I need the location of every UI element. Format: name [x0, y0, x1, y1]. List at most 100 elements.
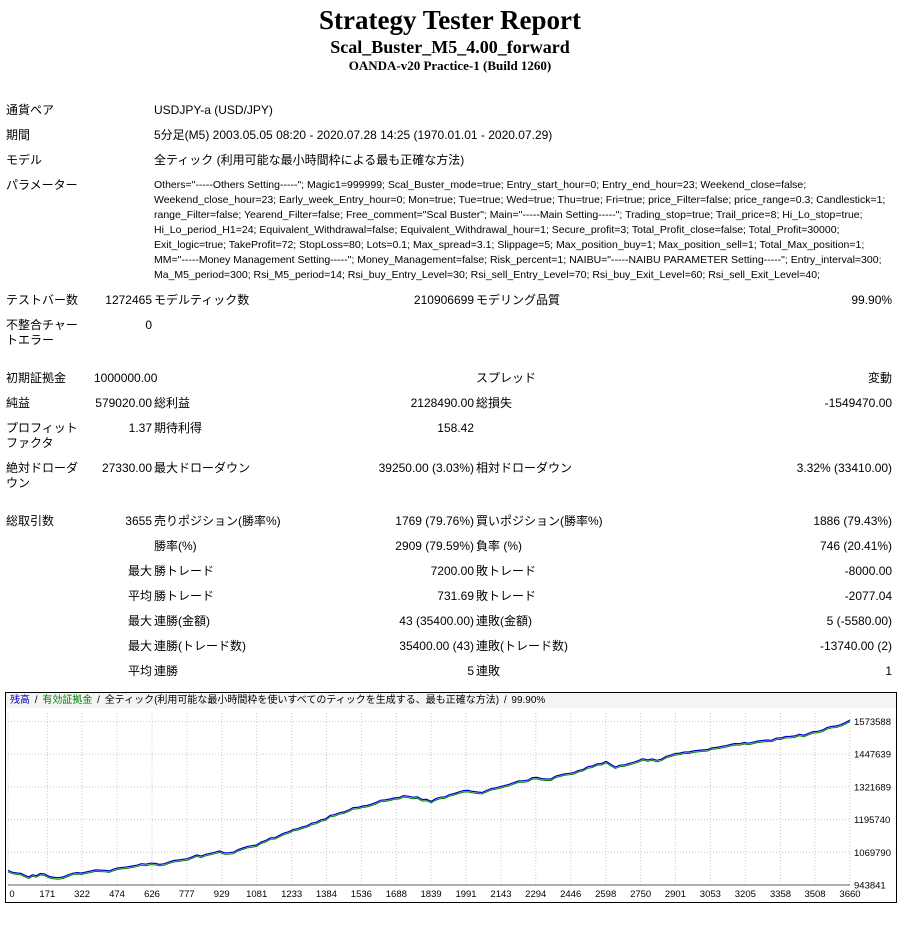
x-tick-label: 3660 [839, 889, 860, 900]
stat-cell: 勝トレード [154, 589, 215, 603]
table-row: 平均 連勝 5 連敗 1 [6, 659, 894, 684]
stats-table: 通貨ペア USDJPY-a (USD/JPY) 期間 5分足(M5) 2003.05.… [6, 98, 894, 684]
x-tick-label: 1991 [455, 889, 476, 900]
stat-cell: 総取引数 [6, 514, 55, 528]
table-row: 最大 連勝(金額) 43 (35400.00) 連敗(金額) 5 (-5580.00) [6, 609, 894, 634]
stat-cell: 絶対ドローダ ウン [6, 461, 79, 490]
stat-cell [6, 534, 94, 559]
stat-cell: 敗トレード [476, 564, 537, 578]
x-tick-label: 2598 [595, 889, 616, 900]
stat-cell: 1769 (79.76%) [395, 514, 474, 528]
y-tick-label: 1069790 [854, 848, 891, 859]
stat-cell: -8000.00 [844, 564, 893, 578]
table-row: 勝率(%) 2909 (79.59%) 負率 (%) 746 (20.41%) [6, 534, 894, 559]
stat-cell [94, 534, 154, 559]
y-tick-label: 1321689 [854, 782, 891, 793]
report-title: Strategy Tester Report [319, 5, 581, 35]
spacer-cell [6, 496, 894, 509]
stat-cell: 1.37 [128, 421, 152, 435]
stat-cell: 5 [467, 664, 474, 678]
table-row: プロフィット ファクタ 1.37 期待利得 158.42 [6, 416, 894, 456]
stat-cell: 2909 (79.59%) [395, 539, 474, 553]
y-tick-label: 943841 [854, 881, 886, 892]
x-tick-label: 474 [109, 889, 125, 900]
stat-cell [94, 98, 154, 123]
chart-model-text: 全ティック(利用可能な最小時間枠を使いすべてのティックを生成する、最も正確な方法… [104, 695, 500, 706]
stat-cell: 売りポジション(勝率%) [154, 514, 281, 528]
y-tick-label: 1447639 [854, 750, 891, 761]
stat-cell: 負率 (%) [476, 539, 522, 553]
stat-cell: 5 (-5580.00) [826, 614, 893, 628]
expert-name: Scal_Buster_M5_4.00_forward [330, 37, 570, 57]
table-row: 初期証拠金 1000000.00 スプレッド 変動 [6, 366, 894, 391]
stat-cell: 初期証拠金 [6, 371, 67, 385]
x-tick-label: 3508 [804, 889, 825, 900]
report-header: Strategy Tester Report Scal_Buster_M5_4.… [0, 0, 900, 74]
stat-cell: 相対ドローダウン [476, 461, 573, 475]
spacer-cell [6, 353, 894, 366]
stat-cell: 1886 (79.43%) [813, 514, 893, 528]
stat-cell: 総利益 [154, 396, 191, 410]
table-row: パラメーター Others="-----Others Setting-----";… [6, 173, 894, 288]
stat-cell: 最大ドローダウン [154, 461, 251, 475]
stat-cell [154, 313, 894, 353]
caption-separator: / [97, 695, 100, 706]
stats-table-body: 通貨ペア USDJPY-a (USD/JPY) 期間 5分足(M5) 2003.05.… [6, 98, 894, 684]
table-row: 通貨ペア USDJPY-a (USD/JPY) [6, 98, 894, 123]
stat-cell [6, 609, 94, 634]
caption-separator: / [503, 695, 507, 706]
table-row: 最大 連勝(トレード数) 35400.00 (43) 連敗(トレード数) -13740.… [6, 634, 894, 659]
stat-cell: 158.42 [437, 421, 474, 435]
x-tick-label: 2901 [665, 889, 686, 900]
table-row: テストバー数 1272465 モデルティック数 210906699 モデリング品質 99.… [6, 288, 894, 313]
x-tick-label: 1384 [316, 889, 337, 900]
x-tick-label: 2143 [490, 889, 511, 900]
stat-cell: 敗トレード [476, 589, 537, 603]
x-tick-label: 626 [144, 889, 160, 900]
x-tick-label: 0 [9, 889, 14, 900]
table-row: 平均 勝トレード 731.69 敗トレード -2077.04 [6, 584, 894, 609]
stat-cell [6, 559, 94, 584]
chart-caption: 残高 / 有効証拠金 / 全ティック(利用可能な最小時間枠を使いすべてのティック… [6, 693, 896, 708]
stat-cell: 43 (35400.00) [399, 614, 474, 628]
y-tick-label: 1195740 [854, 815, 890, 826]
stat-cell [6, 634, 94, 659]
chart-quality-value: 99.90% [511, 695, 546, 706]
x-tick-label: 171 [39, 889, 55, 900]
x-tick-label: 777 [179, 889, 195, 900]
balance-curve-plot: 0 171 322 474 626 777 929 1081 1233 1384 1536 1688 1… [7, 713, 891, 900]
stat-cell [6, 659, 94, 684]
stat-cell: 勝率(%) [154, 539, 197, 553]
x-tick-label: 1688 [386, 889, 407, 900]
stat-cell [94, 123, 154, 148]
stat-cell: パラメーター [6, 178, 78, 192]
legend-balance-label: 残高 [10, 695, 30, 706]
x-tick-label: 3205 [735, 889, 756, 900]
stat-cell: -1549470.00 [824, 396, 893, 410]
stat-cell: 2128490.00 [410, 396, 474, 410]
stat-cell: モデリング品質 [476, 293, 561, 307]
stat-cell [6, 584, 94, 609]
stat-cell: 3655 [125, 514, 152, 528]
stat-cell: 35400.00 (43) [399, 639, 474, 653]
stat-cell [154, 366, 476, 391]
spacer-row [6, 496, 894, 509]
x-tick-label: 2750 [630, 889, 651, 900]
caption-separator: / [34, 695, 38, 706]
stat-cell: 期待利得 [154, 421, 203, 435]
stat-cell: -13740.00 (2) [820, 639, 893, 653]
x-tick-label: 2446 [560, 889, 581, 900]
stat-cell: 0 [145, 318, 152, 332]
server-build-info: OANDA-v20 Practice-1 (Build 1260) [348, 58, 552, 73]
x-tick-label: 2294 [525, 889, 546, 900]
stat-cell: スプレッド [476, 371, 537, 385]
stat-cell: 平均 [127, 664, 152, 678]
strategy-tester-report: Strategy Tester Report Scal_Buster_M5_4.… [0, 0, 900, 903]
stat-cell: 27330.00 [101, 461, 152, 475]
stat-cell: 1000000.00 [94, 371, 158, 385]
legend-equity-label: 有効証拠金 [42, 695, 93, 706]
table-row: 不整合チャー トエラー 0 [6, 313, 894, 353]
stat-cell: 最大 [127, 564, 152, 578]
stat-cell: 99.90% [851, 293, 893, 307]
stat-cell: モデルティック数 [154, 293, 250, 307]
